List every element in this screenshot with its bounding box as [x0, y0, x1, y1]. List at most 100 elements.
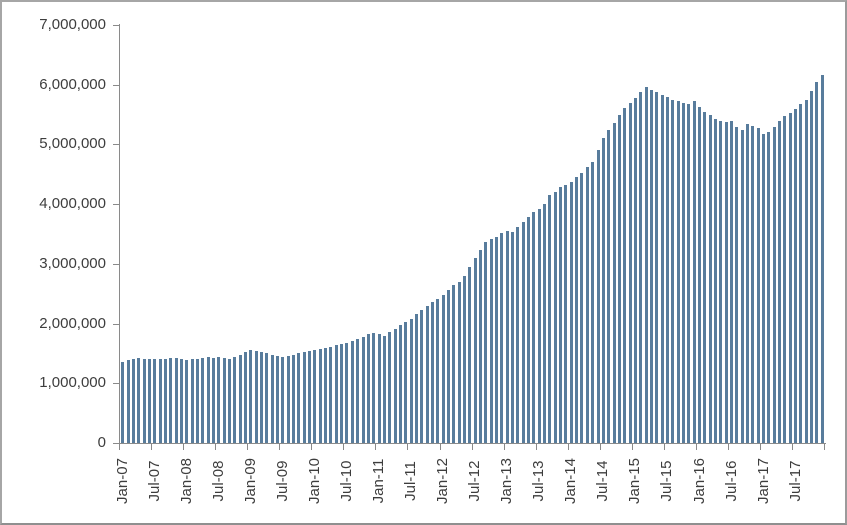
bar-Jan-13 — [505, 231, 509, 443]
bar-Sep-10 — [356, 339, 360, 443]
x-tick — [247, 444, 249, 450]
bar-Feb-17 — [767, 131, 771, 443]
bar-Sep-12 — [484, 241, 488, 443]
bar-Dec-08 — [244, 352, 247, 443]
bar-Jun-16 — [724, 121, 728, 443]
bar-Sep-09 — [292, 355, 296, 443]
bar-Sep-13 — [548, 195, 552, 443]
x-tick — [439, 444, 441, 450]
bar-Jun-13 — [532, 211, 536, 443]
x-axis-label-Jan-13: Jan-13 — [498, 458, 516, 504]
bar-Feb-14 — [575, 176, 579, 443]
x-tick — [663, 444, 665, 450]
bar-Nov-12 — [495, 237, 499, 443]
bar-Feb-15 — [639, 92, 643, 443]
bar-Jan-08 — [185, 360, 189, 443]
x-tick — [119, 444, 120, 450]
bar-Jun-11 — [404, 322, 408, 443]
bar-Dec-15 — [692, 100, 696, 443]
plot-area — [120, 25, 825, 443]
bar-May-13 — [527, 216, 531, 443]
x-axis-label-Jan-12: Jan-12 — [434, 458, 452, 504]
bar-Oct-16 — [746, 124, 750, 443]
bar-Dec-07 — [179, 359, 183, 443]
x-tick — [695, 444, 697, 450]
y-tick-0 — [113, 443, 119, 444]
x-axis-label-Jul-07: Jul-07 — [145, 460, 163, 502]
x-axis-line — [119, 443, 826, 444]
x-axis-label-Jan-07: Jan-07 — [113, 458, 131, 504]
x-axis-label-Jan-09: Jan-09 — [241, 458, 259, 504]
bar-Jan-09 — [249, 350, 253, 443]
bar-Dec-16 — [756, 127, 760, 443]
x-tick — [824, 444, 825, 450]
bar-Nov-17 — [815, 82, 819, 443]
bar-Jan-16 — [697, 107, 701, 443]
bar-Apr-14 — [585, 167, 589, 443]
bar-Aug-08 — [222, 357, 226, 443]
bar-Jun-14 — [596, 150, 600, 443]
bar-May-12 — [462, 275, 466, 443]
bar-May-10 — [334, 345, 338, 443]
bar-May-17 — [783, 116, 787, 443]
bar-Jun-12 — [468, 267, 472, 443]
x-axis-label-Jan-17: Jan-17 — [754, 458, 772, 504]
x-axis-label-Jan-11: Jan-11 — [370, 458, 387, 504]
x-axis-label-Jan-10: Jan-10 — [305, 458, 323, 504]
bar-Nov-11 — [430, 302, 434, 443]
x-tick — [792, 444, 793, 450]
y-axis-label: 1,000,000 — [39, 374, 106, 392]
y-tick-2,000,000 — [113, 323, 119, 325]
bar-Feb-13 — [511, 232, 515, 443]
y-axis-label: 2,000,000 — [39, 314, 106, 332]
x-tick — [759, 444, 761, 450]
x-axis-label-Jan-16: Jan-16 — [690, 458, 708, 504]
bar-Jul-14 — [601, 138, 605, 443]
bar-Apr-10 — [329, 346, 333, 443]
bar-May-15 — [655, 91, 659, 443]
bar-Aug-07 — [158, 358, 162, 443]
y-tick-5,000,000 — [113, 144, 119, 146]
bar-Jan-11 — [377, 333, 381, 443]
y-tick-1,000,000 — [113, 383, 119, 385]
bar-Apr-17 — [778, 121, 782, 443]
x-axis-label-Jul-09: Jul-09 — [273, 460, 291, 502]
bar-Feb-11 — [382, 335, 386, 443]
bar-Jul-10 — [345, 342, 349, 443]
bar-Aug-11 — [414, 314, 418, 443]
bar-Jul-09 — [281, 357, 285, 443]
y-tick-4,000,000 — [113, 204, 119, 206]
bar-Jun-10 — [340, 344, 344, 443]
bar-Nov-13 — [559, 186, 563, 443]
x-tick — [343, 444, 345, 450]
bar-Mar-07 — [131, 358, 135, 443]
bar-May-07 — [142, 358, 146, 443]
bar-Jan-15 — [633, 97, 637, 443]
bar-Apr-13 — [521, 222, 525, 443]
bar-Dec-14 — [628, 102, 632, 443]
x-axis-label-Jul-10: Jul-10 — [338, 460, 355, 502]
x-tick — [631, 444, 633, 450]
bar-Sep-15 — [676, 101, 680, 443]
bar-Oct-11 — [425, 305, 429, 443]
bar-Mar-15 — [644, 86, 648, 443]
bar-Feb-09 — [254, 351, 258, 443]
bar-Dec-09 — [308, 351, 312, 443]
bar-May-14 — [591, 161, 595, 443]
y-axis-label: 7,000,000 — [39, 16, 106, 33]
bar-Nov-10 — [366, 334, 370, 443]
bar-Mar-08 — [195, 358, 199, 443]
bar-Feb-10 — [318, 349, 322, 443]
bar-Jan-10 — [313, 350, 317, 443]
bar-Jul-13 — [537, 208, 541, 443]
bar-Dec-12 — [500, 232, 504, 443]
bar-May-09 — [270, 354, 274, 443]
x-tick — [727, 444, 729, 450]
y-tick-6,000,000 — [113, 84, 119, 86]
x-tick — [503, 444, 505, 450]
bar-Apr-08 — [201, 358, 205, 443]
bar-Oct-17 — [810, 91, 814, 443]
bar-May-16 — [719, 120, 723, 443]
x-tick — [311, 444, 313, 450]
y-axis-label: 5,000,000 — [39, 135, 106, 153]
